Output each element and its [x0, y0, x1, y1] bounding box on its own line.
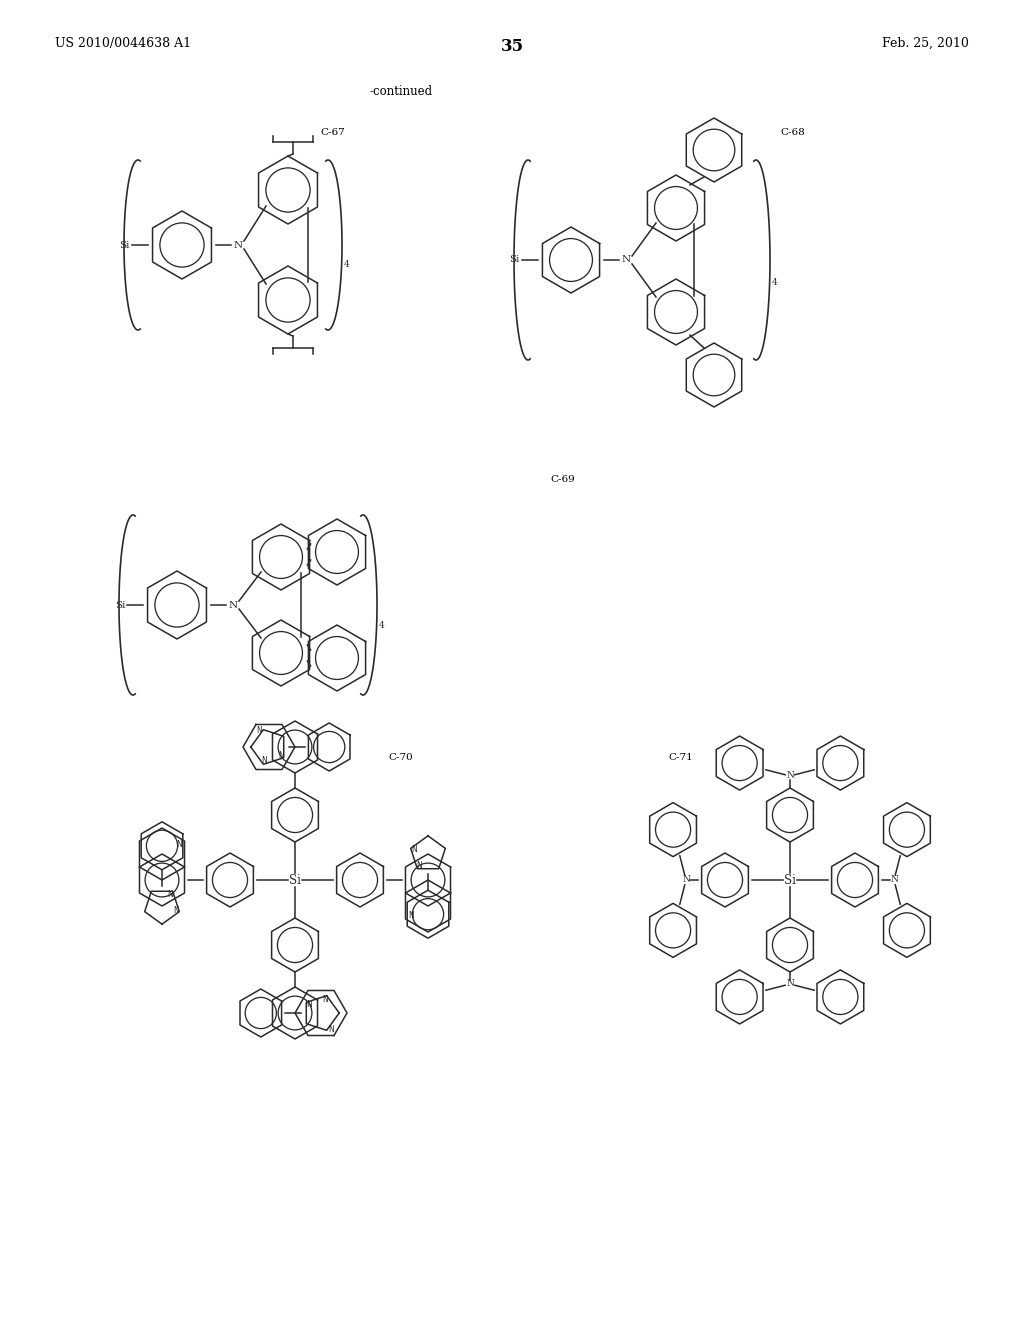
Text: N: N [233, 240, 243, 249]
Text: N: N [256, 726, 262, 735]
Text: US 2010/0044638 A1: US 2010/0044638 A1 [55, 37, 191, 50]
Text: N: N [786, 979, 794, 989]
Text: N: N [228, 601, 238, 610]
Text: N: N [409, 911, 414, 920]
Text: C-68: C-68 [780, 128, 805, 137]
Text: N: N [786, 771, 794, 780]
Text: Si: Si [120, 240, 130, 249]
Text: N: N [173, 906, 179, 915]
Text: N: N [417, 861, 422, 870]
Text: Si: Si [784, 874, 796, 887]
Text: N: N [682, 875, 690, 884]
Text: N: N [306, 1001, 312, 1008]
Text: Si: Si [115, 601, 125, 610]
Text: Si: Si [510, 256, 520, 264]
Text: C-69: C-69 [550, 475, 574, 484]
Text: 4: 4 [379, 620, 385, 630]
Text: N: N [278, 751, 284, 760]
Text: C-70: C-70 [388, 752, 413, 762]
Text: C-71: C-71 [668, 752, 693, 762]
Text: N: N [323, 995, 329, 1003]
Text: -continued: -continued [370, 84, 433, 98]
Text: Feb. 25, 2010: Feb. 25, 2010 [882, 37, 969, 50]
Text: N: N [622, 256, 631, 264]
Text: N: N [176, 840, 182, 849]
Text: 4: 4 [772, 279, 778, 286]
Text: N: N [412, 845, 417, 854]
Text: 4: 4 [344, 260, 350, 269]
Text: N: N [261, 756, 267, 766]
Text: N: N [168, 890, 173, 899]
Text: C-67: C-67 [319, 128, 345, 137]
Text: N: N [890, 875, 898, 884]
Text: N: N [328, 1026, 334, 1035]
Text: 35: 35 [501, 38, 523, 55]
Text: Si: Si [289, 874, 301, 887]
